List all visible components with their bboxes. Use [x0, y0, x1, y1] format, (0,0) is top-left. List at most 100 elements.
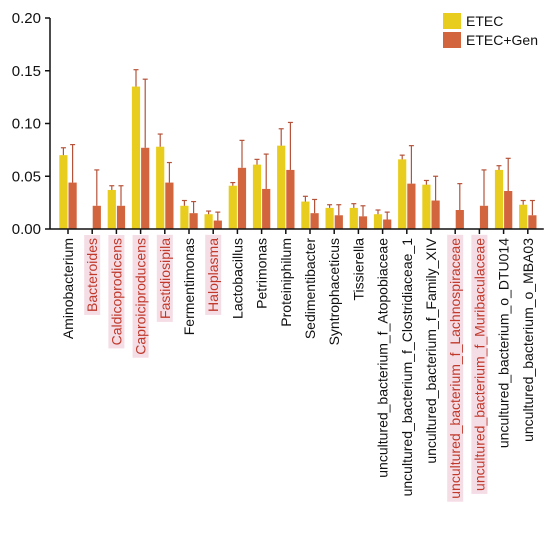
x-tick-label: Lactobacillus — [229, 238, 245, 319]
x-label-highlight — [471, 234, 488, 494]
bar-group — [301, 195, 319, 229]
x-category: Caproiciproducens — [132, 235, 149, 358]
x-label-highlight — [447, 234, 464, 502]
x-category: Syntrophaceticus — [326, 238, 342, 345]
x-category: Sedimentibacter — [302, 238, 318, 340]
x-tick-label: uncultured_bacterium_o_DTU014 — [496, 238, 512, 448]
x-category: Caldicoprodicens — [108, 235, 125, 349]
bar-etec-gen — [479, 205, 489, 229]
bar-etec-gen — [165, 182, 174, 229]
x-tick-label: Sedimentibacter — [302, 238, 318, 340]
bar-etec-gen — [68, 182, 77, 229]
x-label-highlight — [156, 234, 173, 322]
bar-etec — [398, 159, 407, 229]
x-category: uncultured_bacterium_f_Lachnospiraceae — [447, 234, 464, 502]
x-category: Petrimonas — [254, 238, 270, 309]
y-axis: 0.00 0.05 0.10 0.15 0.20 — [12, 10, 51, 238]
y-tick-label: 0.15 — [12, 63, 41, 80]
x-tick-label: Caldicoprodicens — [108, 238, 124, 345]
x-tick-label: uncultured_bacterium_f_Lachnospiraceae — [447, 238, 463, 499]
legend-swatch-etec — [443, 13, 461, 29]
x-axis: Aminobacterium Bacteroides Caldicoprodicen… — [50, 228, 544, 502]
x-tick-label: Fermentimonas — [181, 238, 197, 335]
bar-group — [252, 153, 271, 229]
x-category: uncultured_bacterium_f_Atopobiaceae — [375, 238, 391, 478]
y-tick-label: 0.05 — [12, 168, 41, 185]
bar-etec-gen — [455, 210, 464, 229]
bar-etec — [180, 205, 189, 229]
bar-group — [131, 69, 150, 229]
x-tick-label: Aminobacterium — [60, 238, 76, 339]
x-category: Lactobacillus — [229, 238, 245, 319]
x-label-highlight — [84, 235, 101, 315]
x-category: uncultured_bacterium_f_Clostridiaceae_1 — [399, 238, 415, 497]
bar-etec-gen — [262, 188, 271, 229]
x-tick-label: uncultured_bacterium_f_Muribaculaceae — [471, 238, 487, 491]
bar-etec-gen — [528, 215, 537, 229]
bar-etec — [325, 207, 334, 229]
x-category: Fastidiosipila — [156, 234, 173, 322]
y-tick-label: 0.20 — [12, 10, 41, 27]
bar-etec-gen — [213, 220, 222, 229]
bar-etec-gen — [383, 219, 392, 229]
x-tick-label: Proteiniphilum — [278, 238, 294, 327]
x-category: Aminobacterium — [60, 238, 76, 339]
bar-etec-gen — [504, 191, 513, 229]
bar-etec — [204, 214, 213, 229]
x-tick-label: Caproiciproducens — [133, 238, 149, 355]
bar-etec-gen — [358, 216, 368, 229]
bar-group — [349, 203, 368, 229]
bar-group — [180, 199, 198, 229]
x-category: Haloplasma — [205, 234, 222, 315]
bar-group — [156, 133, 174, 229]
bar-group — [277, 121, 295, 229]
x-label-highlight — [205, 234, 222, 315]
x-tick-label: uncultured_bacterium_f_Family_XIV — [423, 237, 439, 463]
bar-group — [422, 175, 440, 229]
x-tick-label: Haloplasma — [205, 238, 221, 312]
x-tick-label: Petrimonas — [254, 238, 270, 309]
x-tick-label: Fastidiosipila — [157, 238, 173, 319]
x-category: Bacteroides — [84, 235, 101, 315]
x-tick-label: Bacteroides — [84, 238, 100, 312]
bar-etec — [59, 155, 68, 229]
x-category: uncultured_bacterium_o_DTU014 — [496, 238, 512, 448]
bar-etec — [422, 184, 431, 229]
bar-etec-gen — [431, 200, 440, 229]
bar-group — [325, 204, 343, 229]
bar-etec — [131, 86, 141, 229]
bar-etec — [301, 201, 310, 229]
bar-etec-gen — [189, 213, 198, 229]
x-category: Proteiniphilum — [278, 238, 294, 327]
bar-group — [455, 183, 464, 229]
bar-etec-gen — [141, 147, 150, 229]
x-tick-label: Syntrophaceticus — [326, 238, 342, 345]
x-category: uncultured_bacterium_f_Muribaculaceae — [471, 234, 488, 494]
bar-group — [228, 139, 247, 229]
x-label-highlight — [132, 235, 149, 358]
legend-label-etec: ETEC — [466, 13, 503, 29]
bar-series-group — [59, 69, 537, 229]
bar-etec — [228, 185, 237, 229]
x-tick-label: uncultured_bacterium_f_Atopobiaceae — [375, 238, 391, 478]
x-category: Tissierella — [350, 238, 366, 301]
bar-etec-gen — [116, 205, 126, 229]
x-tick-label: Tissierella — [350, 238, 366, 301]
bar-group — [479, 169, 489, 229]
bar-etec — [494, 169, 504, 229]
bar-group — [204, 210, 222, 229]
bar-etec — [349, 207, 358, 229]
bar-group — [519, 199, 537, 229]
bar-etec-gen — [407, 183, 416, 229]
bar-etec — [156, 146, 165, 229]
bar-etec — [519, 204, 528, 229]
legend-swatch-etec-gen — [443, 32, 461, 48]
x-label-highlight — [108, 235, 125, 349]
bar-group — [107, 185, 126, 229]
legend: ETEC ETEC+Gen — [443, 13, 538, 48]
x-category: uncultured_bacterium_o_MBA03 — [520, 238, 536, 442]
x-tick-label: uncultured_bacterium_f_Clostridiaceae_1 — [399, 238, 415, 497]
bar-etec-gen — [237, 167, 247, 229]
bar-group — [494, 157, 513, 229]
